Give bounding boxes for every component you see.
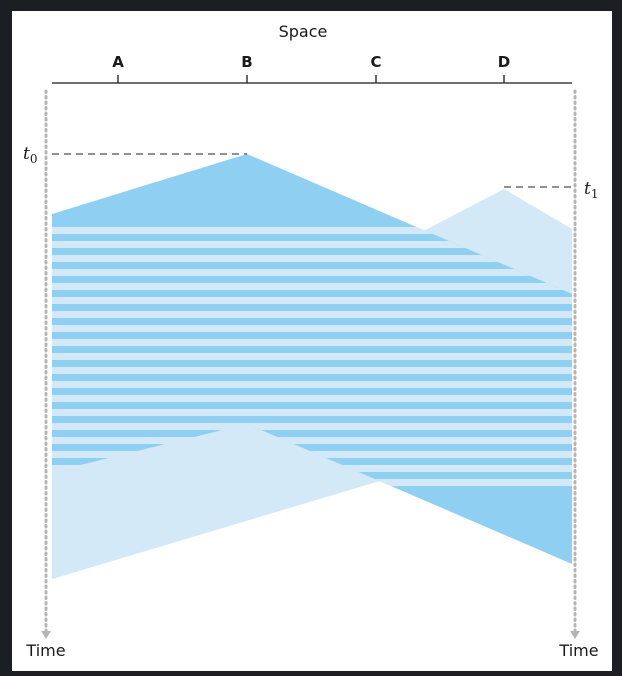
overlap-stripe: [52, 241, 572, 248]
node-label-c: C: [370, 53, 381, 71]
signal-from-d-tail: [52, 424, 377, 579]
node-label-d: D: [498, 53, 510, 71]
t0-label: t0: [23, 144, 37, 166]
node-label-b: B: [241, 53, 252, 71]
overlap-stripe: [52, 269, 572, 276]
time-label-left: Time: [25, 641, 65, 660]
overlap-stripe: [52, 283, 572, 290]
overlap-stripe: [52, 325, 572, 332]
node-label-a: A: [112, 53, 124, 71]
space-label: Space: [279, 22, 328, 41]
overlap-stripe: [52, 227, 572, 234]
csma-collision-diagram: Space A B C D t0 t1: [12, 11, 612, 671]
time-label-right: Time: [558, 641, 598, 660]
overlap-stripe: [52, 381, 572, 388]
overlap-stripe: [52, 367, 572, 374]
overlap-stripe: [52, 395, 572, 402]
t1-label: t1: [584, 179, 598, 201]
overlap-stripe: [52, 297, 572, 304]
overlap-stripe: [52, 423, 572, 430]
time-arrow-left: [41, 631, 51, 639]
diagram-canvas: Space A B C D t0 t1: [23, 22, 599, 660]
time-arrow-right: [570, 631, 580, 639]
overlap-stripe: [52, 437, 572, 444]
overlap-stripe: [52, 409, 572, 416]
overlap-stripe: [52, 311, 572, 318]
overlap-stripe: [52, 255, 572, 262]
overlap-stripe: [52, 339, 572, 346]
overlap-stripe: [52, 353, 572, 360]
